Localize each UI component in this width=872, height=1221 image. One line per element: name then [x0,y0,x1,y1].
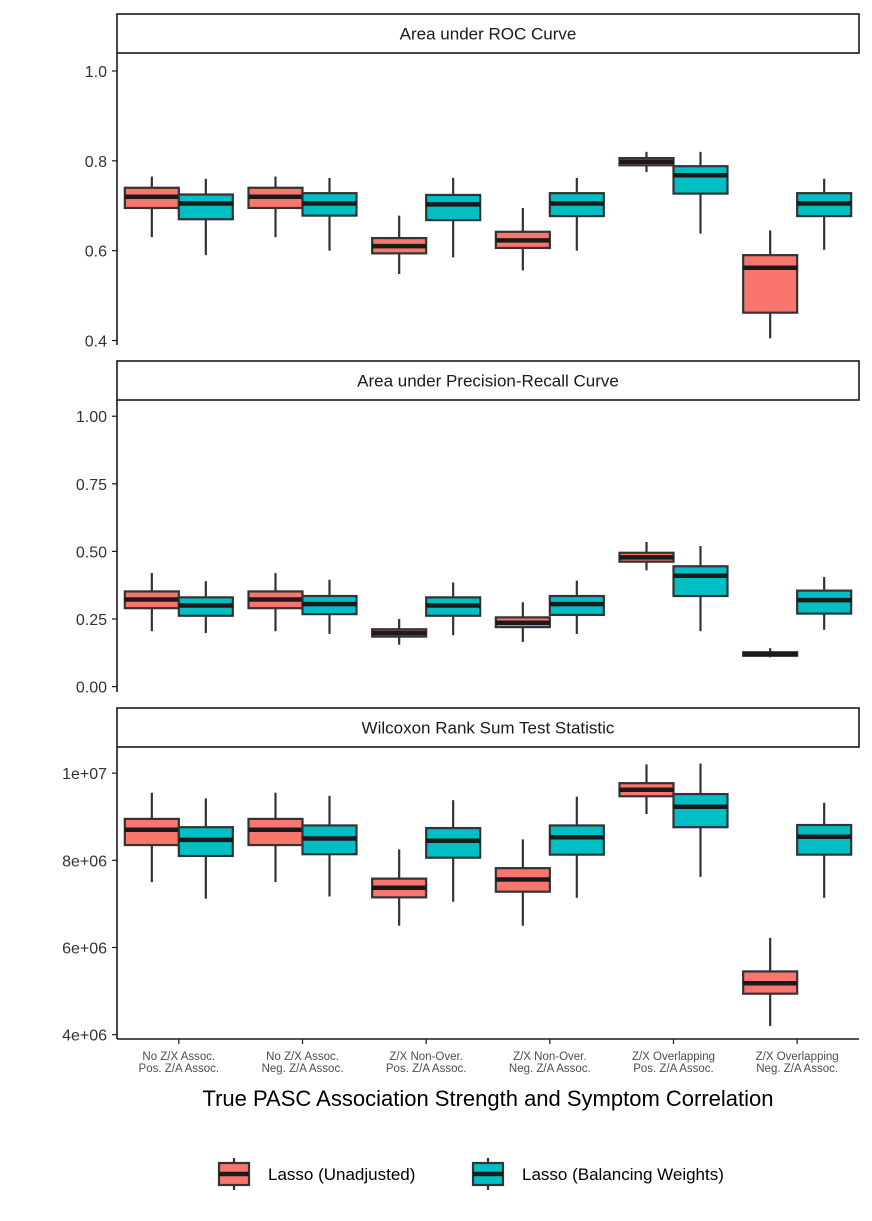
box-unadjusted [123,573,180,632]
y-tick-label: 1.0 [85,64,107,81]
x-tick-label: Pos. Z/A Assoc. [139,1063,220,1075]
box-unadjusted [494,839,551,926]
box-balancing-weights [672,151,729,234]
y-tick-label: 0.6 [85,244,107,261]
x-tick-label: Z/X Non-Over. [513,1051,587,1063]
x-tick-label: No Z/X Assoc. [142,1051,215,1063]
x-tick-label: Pos. Z/A Assoc. [633,1063,714,1075]
y-tick-label: 0.75 [76,477,107,494]
x-axis-title: True PASC Association Strength and Sympt… [202,1086,773,1111]
box-unadjusted [494,207,551,271]
legend-key [471,1158,505,1190]
box-unadjusted [247,176,304,238]
y-tick-label: 0.00 [76,680,107,697]
legend-label: Lasso (Unadjusted) [268,1165,415,1184]
box-balancing-weights [548,580,605,634]
legend-label: Lasso (Balancing Weights) [522,1165,724,1184]
box-unadjusted [371,619,428,645]
legend-key [217,1158,251,1190]
box-balancing-weights [301,177,358,251]
x-tick-label: Z/X Non-Over. [389,1051,463,1063]
y-tick-label: 0.25 [76,612,107,629]
facet-title: Area under Precision-Recall Curve [357,372,619,391]
facet-panel: Area under Precision-Recall Curve 0.00 0.2… [76,360,860,697]
facet-title: Area under ROC Curve [400,25,577,44]
box-balancing-weights [548,796,605,898]
box-unadjusted [123,176,180,238]
box-unadjusted [618,151,675,173]
y-tick-label: 0.8 [85,154,107,171]
box-iqr [796,823,853,856]
box-balancing-weights [796,802,853,898]
y-tick-label: 8e+06 [62,853,107,870]
legend-item: Lasso (Balancing Weights) [471,1158,724,1190]
x-tick-label: Neg. Z/A Assoc. [756,1063,838,1075]
box-iqr [177,193,234,221]
x-tick-label: Neg. Z/A Assoc. [509,1063,591,1075]
box-iqr [742,254,799,314]
box-unadjusted [371,849,428,926]
box-iqr [425,193,482,222]
box-unadjusted [247,573,304,632]
box-balancing-weights [425,582,482,636]
x-tick-label: Z/X Overlapping [756,1051,839,1063]
box-iqr [548,824,605,856]
legend-item: Lasso (Unadjusted) [217,1158,415,1190]
box-iqr [672,565,729,598]
facet-panel: Area under ROC Curve 0.4 0.6 0.8 1.0 [85,13,860,351]
x-axis: No Z/X Assoc.Pos. Z/A Assoc.No Z/X Assoc… [117,1038,859,1075]
box-balancing-weights [672,763,729,877]
box-unadjusted [742,937,799,1026]
y-tick-label: 1e+07 [62,766,107,783]
box-iqr [672,165,729,195]
box-balancing-weights [301,795,358,897]
x-tick-label: Neg. Z/A Assoc. [262,1063,344,1075]
box-iqr [672,792,729,829]
box-balancing-weights [177,178,234,256]
box-balancing-weights [301,579,358,634]
legend: Lasso (Unadjusted) Lasso (Balancing Weigh… [217,1158,724,1190]
box-balancing-weights [548,177,605,251]
y-tick-label: 4e+06 [62,1028,107,1045]
x-tick-label: Pos. Z/A Assoc. [386,1063,467,1075]
box-balancing-weights [177,798,234,899]
box-balancing-weights [796,577,853,630]
facet-strip [116,13,860,54]
y-tick-label: 1.00 [76,409,107,426]
y-tick-label: 0.4 [85,334,107,351]
facet-strip [116,707,860,748]
facet-title: Wilcoxon Rank Sum Test Statistic [362,719,615,738]
y-tick-label: 0.50 [76,544,107,561]
box-balancing-weights [672,546,729,632]
box-unadjusted [618,541,675,571]
box-unadjusted [494,602,551,642]
box-unadjusted [742,648,799,658]
facet-panel: Wilcoxon Rank Sum Test Statistic 4e+06 6e+… [62,707,860,1045]
box-balancing-weights [796,178,853,250]
box-balancing-weights [425,177,482,258]
facet-strip [116,360,860,401]
y-tick-label: 6e+06 [62,940,107,957]
box-unadjusted [618,764,675,815]
box-unadjusted [742,230,799,339]
box-balancing-weights [177,581,234,634]
box-unadjusted [371,215,428,275]
box-unadjusted [247,792,304,883]
x-tick-label: No Z/X Assoc. [266,1051,339,1063]
x-tick-label: Z/X Overlapping [632,1051,715,1063]
box-unadjusted [123,792,180,883]
box-balancing-weights [425,800,482,902]
